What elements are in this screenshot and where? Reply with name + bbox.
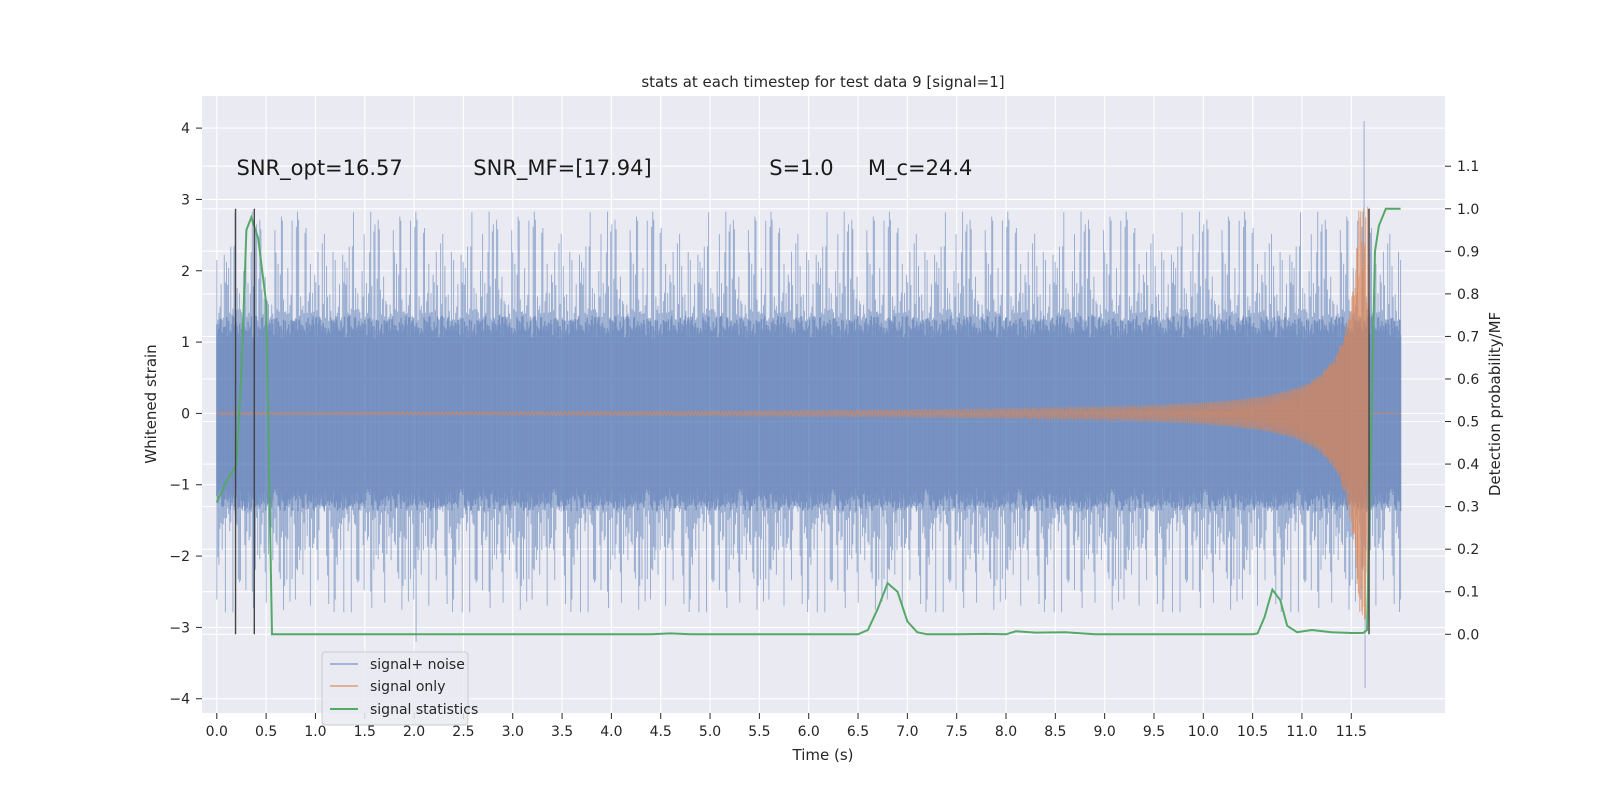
signal-only-line [216, 206, 1401, 620]
x-tick-label: 2.5 [452, 724, 474, 740]
x-tick-label: 0.0 [206, 724, 228, 740]
x-tick-label: 5.5 [748, 724, 770, 740]
x-tick-label: 7.0 [896, 724, 918, 740]
y-tick-label: −3 [169, 620, 190, 636]
x-tick-label: 2.0 [403, 724, 425, 740]
annotation-chirp-mass: M_c=24.4 [868, 156, 973, 181]
x-tick-label: 8.0 [995, 724, 1017, 740]
x-tick-label: 11.5 [1336, 724, 1367, 740]
x-tick-label: 10.5 [1237, 724, 1268, 740]
x-tick-label: 8.5 [1044, 724, 1066, 740]
y2-tick-label: 0.8 [1457, 287, 1479, 303]
legend-label-signal-only: signal only [370, 679, 445, 695]
chart-title: stats at each timestep for test data 9 [… [641, 73, 1004, 91]
y2-tick-label: 0.9 [1457, 244, 1479, 260]
y2-tick-label: 0.6 [1457, 372, 1479, 388]
y2-axis-label: Detection probability/MF [1486, 312, 1504, 496]
y2-tick-label: 0.4 [1457, 457, 1479, 473]
x-tick-label: 6.5 [847, 724, 869, 740]
annotation-s: S=1.0 [769, 156, 833, 180]
y2-tick-label: 0.0 [1457, 627, 1479, 643]
x-tick-label: 10.0 [1188, 724, 1219, 740]
y2-tick-label: 0.5 [1457, 415, 1479, 431]
x-tick-label: 6.0 [798, 724, 820, 740]
x-tick-label: 4.0 [600, 724, 622, 740]
y-axis-label: Whitened strain [142, 344, 160, 463]
vertical-markers [234, 208, 1370, 635]
axes: 0.0 0.5 1.0 1.5 2.0 2.5 3.0 3.5 4.0 4.5 5.0 5.5 6.0 6… [169, 121, 1479, 740]
x-tick-label: 5.0 [699, 724, 721, 740]
x-axis-label: Time (s) [792, 746, 854, 764]
y-tick-label: 1 [181, 335, 190, 351]
y-tick-label: −2 [169, 549, 190, 565]
x-tick-label: 9.0 [1094, 724, 1116, 740]
y2-tick-label: 0.7 [1457, 329, 1479, 345]
y2-tick-label: 1.1 [1457, 159, 1479, 175]
x-tick-label: 3.5 [551, 724, 573, 740]
y2-tick-label: 0.3 [1457, 500, 1479, 516]
y2-tick-label: 0.2 [1457, 542, 1479, 558]
y-tick-label: −1 [169, 478, 190, 494]
signal-statistics-line [215, 207, 1401, 636]
x-tick-label: 9.5 [1143, 724, 1165, 740]
annotations: SNR_opt=16.57 SNR_MF=[17.94] S=1.0 M_c=2… [237, 156, 973, 181]
y-tick-label: −4 [169, 692, 190, 708]
y-tick-label: 3 [181, 192, 190, 208]
annotation-snr-mf: SNR_MF=[17.94] [473, 156, 651, 181]
x-tick-label: 3.0 [502, 724, 524, 740]
annotation-snr-opt: SNR_opt=16.57 [237, 156, 403, 181]
legend: signal+ noise signal only signal statist… [321, 651, 478, 726]
x-tick-label: 7.5 [946, 724, 968, 740]
x-tick-label: 1.0 [304, 724, 326, 740]
y-tick-label: 0 [181, 406, 190, 422]
y2-tick-label: 0.1 [1457, 585, 1479, 601]
legend-label-signal-statistics: signal statistics [370, 702, 478, 718]
x-tick-label: 11.0 [1286, 724, 1317, 740]
x-tick-label: 4.5 [650, 724, 672, 740]
signal-statistics-series [215, 207, 1401, 636]
signal-only-series [216, 206, 1401, 620]
y-tick-label: 4 [181, 121, 190, 137]
x-tick-label: 0.5 [255, 724, 277, 740]
x-tick-label: 1.5 [354, 724, 376, 740]
legend-box [321, 651, 469, 726]
legend-label-signal-noise: signal+ noise [370, 657, 465, 673]
y-tick-label: 2 [181, 264, 190, 280]
y2-tick-label: 1.0 [1457, 202, 1479, 218]
